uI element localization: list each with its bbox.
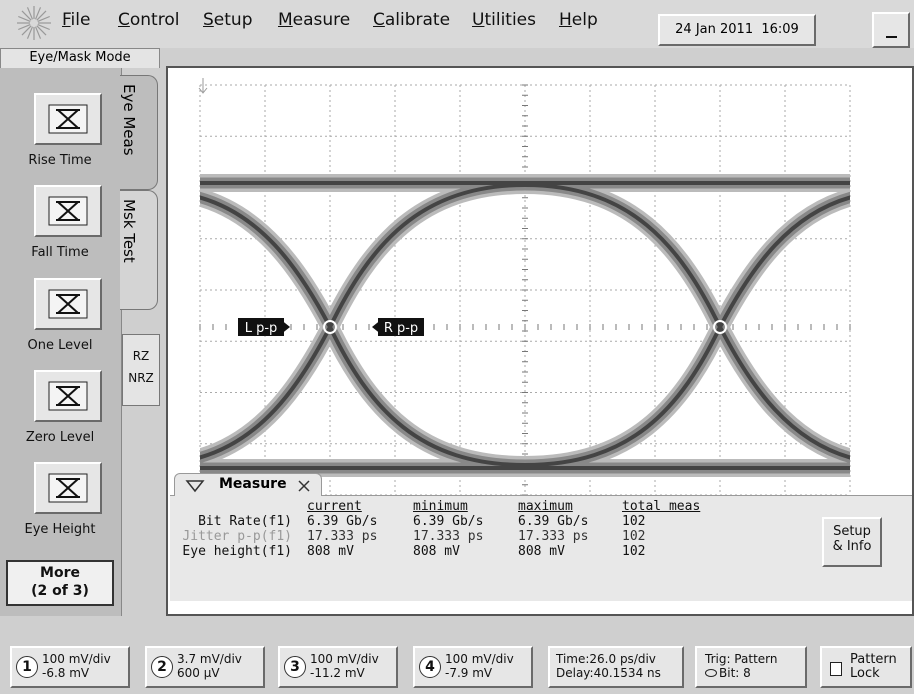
measure-value: 808 mV [518,544,565,559]
measure-value: 808 mV [413,544,460,559]
measure-value: 6.39 Gb/s [413,514,483,529]
setup-info-label: & Info [824,539,880,554]
channel-scale: 100 mV/div [445,653,514,666]
measure-value: 102 [622,544,645,559]
measure-value: 6.39 Gb/s [307,514,377,529]
measure-value: 6.39 Gb/s [518,514,588,529]
row-label: Bit Rate(f1) [170,514,292,529]
row-label: Eye height(f1) [170,544,292,559]
measure-tab[interactable]: Measure [174,473,322,496]
marker-label: R p-p [384,321,418,336]
measure-value: 102 [622,514,645,529]
channel-offset: -11.2 mV [310,667,365,680]
column-header: total meas [622,499,700,514]
trigger-button-text: Bit: 8 [719,667,751,680]
measure-value: 808 mV [307,544,354,559]
collapse-triangle [187,481,203,491]
timebase-button-text: Time:26.0 ps/div [556,653,656,666]
channel-scale: 100 mV/div [42,653,111,666]
column-header: minimum [413,499,468,514]
close-x [299,481,309,491]
channel-offset: -6.8 mV [42,667,89,680]
timebase-button-text: Delay:40.1534 ns [556,667,661,680]
eye-icon [705,669,717,677]
row-label: Jitter p-p(f1) [170,529,292,544]
channel-button[interactable]: 1 100 mV/div-6.8 mV [10,646,130,688]
channel-number: 4 [419,656,441,678]
measure-value: 17.333 ps [518,529,588,544]
pattern-lock-button-text: Lock [850,667,880,680]
channel-number: 2 [151,656,173,678]
measure-value: 102 [622,529,645,544]
channel-offset: -7.9 mV [445,667,492,680]
pattern-lock-button-text: Pattern [850,653,897,666]
marker-arrow [372,319,382,335]
marker-label: L p-p [245,321,278,336]
marker-arrow [280,319,290,335]
scope-app: FileControlSetupMeasureCalibrateUtilitie… [0,0,914,694]
trigger-button-text: Trig: Pattern [705,653,777,666]
setup-info-label: Setup [824,524,880,539]
channel-scale: 100 mV/div [310,653,379,666]
channel-number: 1 [16,656,38,678]
measure-value: 17.333 ps [413,529,483,544]
measure-value: 17.333 ps [307,529,377,544]
channel-button[interactable]: 3 100 mV/div-11.2 mV [278,646,398,688]
channel-number: 3 [284,656,306,678]
channel-button[interactable]: 4 100 mV/div-7.9 mV [413,646,533,688]
channel-scale: 3.7 mV/div [177,653,242,666]
setup-info-button[interactable]: Setup& Info [822,517,882,567]
column-header: current [307,499,362,514]
channel-offset: 600 µV [177,667,220,680]
lock-icon [830,662,842,676]
column-header: maximum [518,499,573,514]
measure-title: Measure [219,476,287,492]
